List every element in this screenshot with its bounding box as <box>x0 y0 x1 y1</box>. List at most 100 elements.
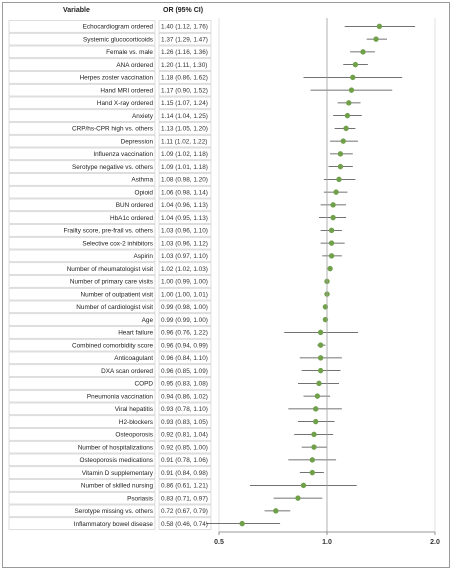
row-label-box <box>8 147 156 161</box>
row-label: Systemic glucocorticoids <box>83 36 153 43</box>
row-or-box <box>158 122 212 135</box>
row-or-box <box>158 326 212 339</box>
row-or-text: 0.96 (0.84, 1.10) <box>161 355 208 362</box>
point-estimate <box>311 431 317 438</box>
row-label: Echocardiogram ordered <box>83 24 154 31</box>
row-or-box <box>158 249 212 263</box>
row-label: Number of skilled nursing <box>81 483 154 490</box>
row-or-box <box>158 453 212 467</box>
row-or-box <box>158 20 212 33</box>
row-label-box <box>8 453 156 467</box>
row-or-text: 1.04 (0.95, 1.13) <box>161 215 208 222</box>
point-estimate <box>327 265 333 272</box>
row-or-text: 1.37 (1.29, 1.47) <box>161 36 208 43</box>
point-estimate <box>337 163 344 170</box>
row-label: Serotype missing vs. others <box>75 508 154 515</box>
row-label-box <box>8 249 156 263</box>
point-estimate <box>352 61 359 68</box>
point-estimate <box>337 151 344 157</box>
row-label: Psoriasis <box>127 495 153 502</box>
point-estimate <box>328 240 335 246</box>
row-label-box <box>8 211 156 224</box>
point-estimate <box>239 520 245 527</box>
row-or-text: 1.20 (1.11, 1.30) <box>161 62 207 69</box>
point-estimate <box>348 87 355 93</box>
table-layer: Variable OR (95% CI) Echocardiogram ordere… <box>8 7 212 530</box>
row-label: H2-blockers <box>119 419 153 426</box>
row-or-text: 0.99 (0.99, 1.00) <box>161 317 208 324</box>
row-or-text: 0.99 (0.98, 1.00) <box>161 304 208 311</box>
row-label: Anxiety <box>132 113 154 120</box>
row-label: Aspirin <box>133 253 153 260</box>
row-label: Frailty score, pre-frail vs. others <box>64 228 154 235</box>
row-label-box <box>8 32 156 46</box>
row-label-box <box>8 185 156 199</box>
x-tick-label: 1.0 <box>322 539 332 546</box>
row-label-box <box>8 517 156 530</box>
row-or-box <box>158 236 212 250</box>
row-or-box <box>158 377 212 390</box>
row-label-box <box>8 173 156 186</box>
row-or-text: 1.02 (1.02, 1.03) <box>161 266 208 273</box>
row-label-box <box>8 440 156 454</box>
row-label-box <box>8 71 156 84</box>
forest-plot: Variable OR (95% CI) Echocardiogram ordere… <box>8 7 440 546</box>
point-estimate <box>336 176 342 183</box>
point-estimate <box>312 418 319 425</box>
row-label-box <box>8 313 156 326</box>
row-or-text: 1.09 (1.01, 1.18) <box>161 164 208 171</box>
row-label-box <box>8 351 156 365</box>
row-or-text: 0.72 (0.67, 0.79) <box>161 508 208 515</box>
row-or-box <box>158 338 212 352</box>
row-or-box <box>158 58 212 71</box>
row-or-box <box>158 428 212 441</box>
row-or-box <box>158 300 212 314</box>
row-or-box <box>158 71 212 84</box>
row-or-box <box>158 402 212 416</box>
row-label: Herpes zoster vaccination <box>79 75 153 82</box>
row-label: Number of cardiologist visit <box>76 304 153 311</box>
row-or-box <box>158 466 212 479</box>
row-or-box <box>158 415 212 428</box>
row-or-box <box>158 134 212 148</box>
row-or-text: 1.03 (0.96, 1.12) <box>161 240 208 247</box>
row-or-text: 0.96 (0.94, 0.99) <box>161 342 208 349</box>
point-estimate <box>316 380 322 387</box>
row-label: Viral hepatitis <box>115 406 153 413</box>
row-label: Hand X-ray ordered <box>97 100 154 107</box>
point-estimate <box>328 253 335 259</box>
or-column-header: OR (95% CI) <box>163 7 203 14</box>
row-or-text: 1.00 (0.99, 1.00) <box>161 279 208 286</box>
row-or-text: 1.40 (1.12, 1.76) <box>161 24 208 31</box>
point-estimate <box>340 138 346 144</box>
row-or-text: 1.03 (0.96, 1.10) <box>161 228 208 235</box>
row-or-box <box>158 198 212 212</box>
row-or-text: 1.17 (0.90, 1.52) <box>161 87 208 94</box>
row-label-box <box>8 402 156 416</box>
row-label-box <box>8 364 156 377</box>
row-label: Number of primary care visits <box>70 279 153 286</box>
row-or-text: 0.58 (0.46, 0.74) <box>161 521 208 528</box>
row-or-text: 0.91 (0.84, 0.98) <box>161 470 208 477</box>
row-label: Osteoporosis medications <box>79 457 153 464</box>
row-label: Age <box>142 317 154 324</box>
row-label: Heart failure <box>118 330 153 337</box>
row-label: Opioid <box>135 189 154 196</box>
row-label-box <box>8 160 156 173</box>
row-label-box <box>8 338 156 352</box>
row-or-text: 1.03 (0.97, 1.10) <box>161 253 208 260</box>
row-or-box <box>158 45 212 59</box>
point-estimate <box>300 482 307 489</box>
row-or-box <box>158 504 212 518</box>
row-or-text: 1.00 (1.00, 1.01) <box>161 291 208 298</box>
row-label-box <box>8 287 156 301</box>
row-label: Vitamin D supplementary <box>82 470 154 477</box>
marks-layer <box>206 18 416 532</box>
row-label-box <box>8 122 156 135</box>
row-label: Pneumonia vaccination <box>87 393 154 400</box>
row-or-text: 1.14 (1.04, 1.25) <box>161 113 208 120</box>
row-or-text: 0.91 (0.78, 1.06) <box>161 457 208 464</box>
row-label-box <box>8 45 156 59</box>
row-or-box <box>158 479 212 492</box>
row-or-text: 0.95 (0.83, 1.08) <box>161 381 208 388</box>
